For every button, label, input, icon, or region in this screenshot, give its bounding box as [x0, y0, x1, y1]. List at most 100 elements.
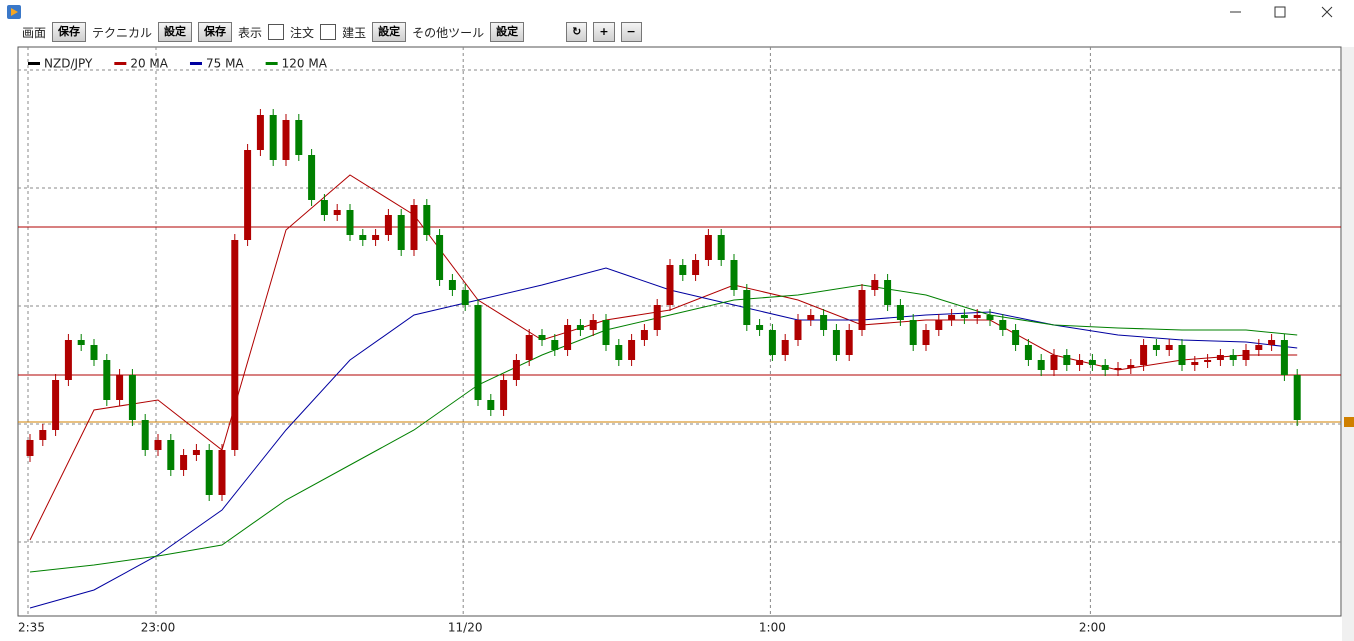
candle-body: [948, 315, 956, 320]
x-tick-label: 2:00: [1079, 621, 1106, 635]
candle-body: [858, 290, 866, 330]
candle-body: [1204, 360, 1212, 362]
candle-body: [180, 455, 188, 470]
candle-body: [167, 440, 175, 470]
candle-body: [231, 240, 239, 450]
maximize[interactable]: [1274, 6, 1286, 18]
candle-body: [807, 315, 815, 320]
legend-label: 75 MA: [206, 57, 244, 71]
candle-body: [1152, 345, 1160, 350]
candle-body: [896, 305, 904, 320]
button[interactable]: 設定: [372, 22, 407, 42]
title-icons: [7, 5, 1333, 19]
icon-button[interactable]: −: [620, 22, 642, 42]
candle-body: [935, 320, 943, 330]
button[interactable]: 設定: [490, 22, 525, 42]
candle-body: [1242, 350, 1250, 360]
candle-body: [909, 320, 917, 345]
candle-body: [103, 360, 111, 400]
candle-body: [410, 205, 418, 250]
candle-body: [1178, 345, 1186, 365]
candle-body: [461, 290, 469, 305]
candle-body: [1216, 355, 1224, 360]
candle-body: [666, 265, 674, 305]
candle-body: [359, 235, 367, 240]
candle-body: [487, 400, 495, 410]
app-icon-play: [11, 8, 18, 16]
candle-body: [564, 325, 572, 350]
button[interactable]: 保存: [198, 22, 233, 42]
candle-body: [77, 340, 85, 345]
candle-body: [845, 330, 853, 355]
candle-body: [269, 115, 277, 160]
candle-body: [692, 260, 700, 275]
candle-body: [628, 340, 636, 360]
candle-body: [794, 320, 802, 340]
candle-body: [871, 280, 879, 290]
candle-body: [1050, 355, 1058, 370]
candle-body: [282, 120, 290, 160]
legend-label: 20 MA: [130, 57, 168, 71]
candle-body: [474, 305, 482, 400]
candle-body: [308, 155, 316, 200]
candle-body: [1012, 330, 1020, 345]
candle-body: [218, 450, 226, 495]
candle-body: [64, 340, 72, 380]
candle-body: [1268, 340, 1276, 345]
legend-label: NZD/JPY: [44, 57, 93, 71]
candle-body: [141, 420, 149, 450]
button[interactable]: 保存: [52, 22, 87, 42]
candle-body: [26, 440, 34, 456]
candle-body: [781, 340, 789, 355]
icon-button[interactable]: ↻: [566, 22, 588, 42]
candle-body: [423, 205, 431, 235]
candle-body: [397, 215, 405, 250]
label: 表示: [238, 25, 263, 40]
candle-body: [973, 315, 981, 318]
candle-body: [717, 235, 725, 260]
candle-body: [832, 330, 840, 355]
candle-body: [1088, 360, 1096, 365]
candle-body: [551, 340, 559, 350]
candle-body: [525, 335, 533, 360]
candle-body: [205, 450, 213, 495]
toolbar: 画面 保存 テクニカル 設定 保存 表示 注文 建玉 設定 その他ツール 設定 …: [22, 20, 642, 44]
legend-swatch: [189, 62, 202, 65]
candle-body: [448, 280, 456, 290]
candle-body: [576, 325, 584, 330]
candle-body: [1293, 375, 1301, 420]
candle-body: [346, 210, 354, 235]
candle-body: [154, 440, 162, 450]
candle-body: [679, 265, 687, 275]
candle-body: [1037, 360, 1045, 370]
candle-body: [1140, 345, 1148, 365]
candle-body: [1063, 355, 1071, 365]
candle-body: [512, 360, 520, 380]
candle-body: [1114, 368, 1122, 370]
candle-body: [1076, 360, 1084, 365]
ma-line: [29, 284, 1298, 573]
x-tick-label: 2:35: [18, 621, 45, 635]
candle-body: [295, 120, 303, 155]
candle-body: [1191, 362, 1199, 365]
label: テクニカル: [92, 25, 153, 40]
legend-swatch: [265, 62, 278, 65]
candle-body: [730, 260, 738, 290]
icon-button[interactable]: +: [593, 22, 615, 42]
ma-line: [29, 174, 1298, 541]
plot-frame: [17, 46, 1342, 617]
close[interactable]: [1321, 6, 1333, 18]
candle-body: [602, 320, 610, 345]
candle-body: [640, 330, 648, 340]
x-tick-label: 23:00: [141, 621, 176, 635]
candle-body: [372, 235, 380, 240]
candle-body: [768, 330, 776, 355]
checkbox[interactable]: [320, 24, 337, 40]
button[interactable]: 設定: [158, 22, 193, 42]
legend-label: 120 MA: [282, 57, 328, 71]
candle-body: [1127, 365, 1135, 368]
label: 建玉: [342, 25, 367, 40]
checkbox[interactable]: [268, 24, 285, 40]
candle-body: [1280, 340, 1288, 375]
